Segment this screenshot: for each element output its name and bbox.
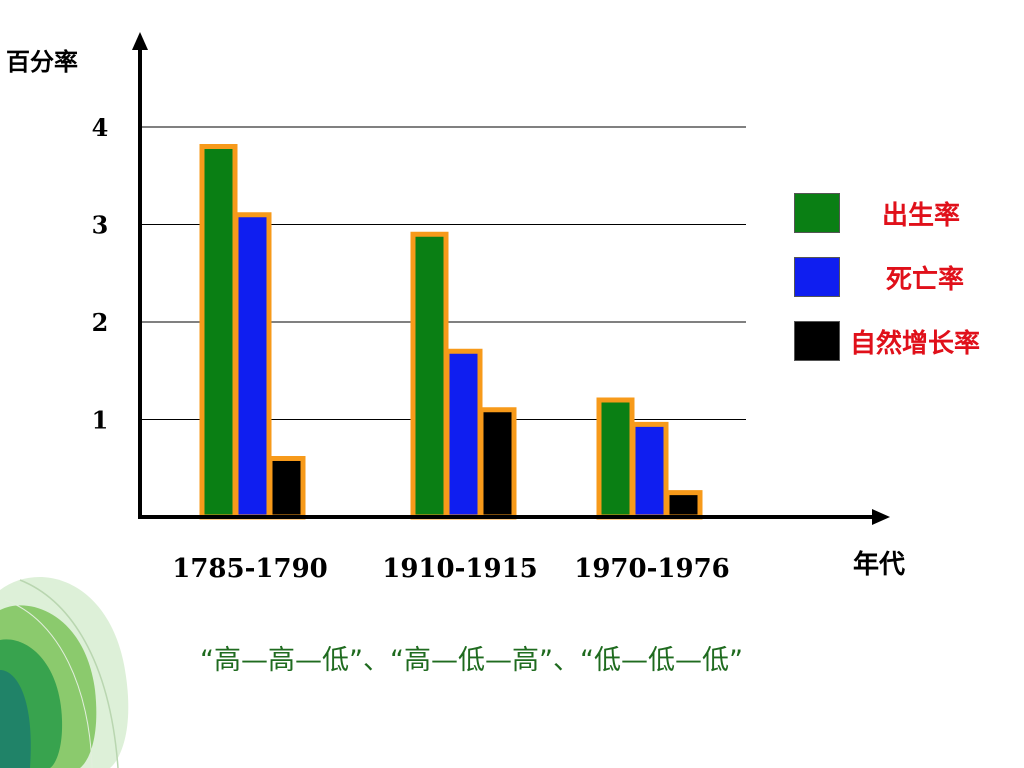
legend-swatch	[794, 257, 840, 297]
y-tick-labels: 1 2 3 4	[92, 113, 109, 435]
x-axis-label: 年代	[853, 550, 906, 580]
bar-birth	[596, 397, 635, 520]
y-tick-label: 3	[92, 211, 109, 240]
axes	[132, 32, 890, 525]
bar-death	[444, 348, 483, 520]
y-tick-label: 1	[92, 406, 109, 435]
x-tick-labels: 1785-1790 1910-1915 1970-1976	[172, 554, 730, 584]
bar-chart: 1 2 3 4 1785-1790 1910-1915 1970-1976	[92, 32, 890, 584]
bars	[199, 144, 703, 520]
legend-label: 死亡率	[886, 265, 965, 295]
y-tick-label: 2	[92, 308, 109, 337]
x-tick-label: 1785-1790	[172, 554, 328, 584]
legend-label: 自然增长率	[850, 329, 981, 359]
y-axis-label: 百分率	[6, 48, 78, 76]
bar-death	[630, 421, 669, 520]
bar-growth	[267, 456, 306, 520]
caption: “高—高—低”、“高—低—高”、“低—低—低”	[200, 645, 743, 676]
legend-label: 出生率	[882, 201, 961, 231]
leaf-decoration	[0, 576, 129, 768]
y-tick-label: 4	[92, 113, 109, 142]
x-tick-label: 1910-1915	[382, 554, 538, 584]
y-axis-arrow	[132, 32, 148, 50]
bar-growth	[478, 407, 517, 520]
legend-swatch	[794, 321, 840, 361]
bar-growth	[664, 490, 703, 520]
x-tick-label: 1970-1976	[574, 554, 730, 584]
bar-death	[233, 212, 272, 520]
x-axis-arrow	[872, 509, 890, 525]
bar-birth	[199, 144, 238, 520]
bar-birth	[410, 231, 449, 520]
legend-swatch	[794, 193, 840, 233]
